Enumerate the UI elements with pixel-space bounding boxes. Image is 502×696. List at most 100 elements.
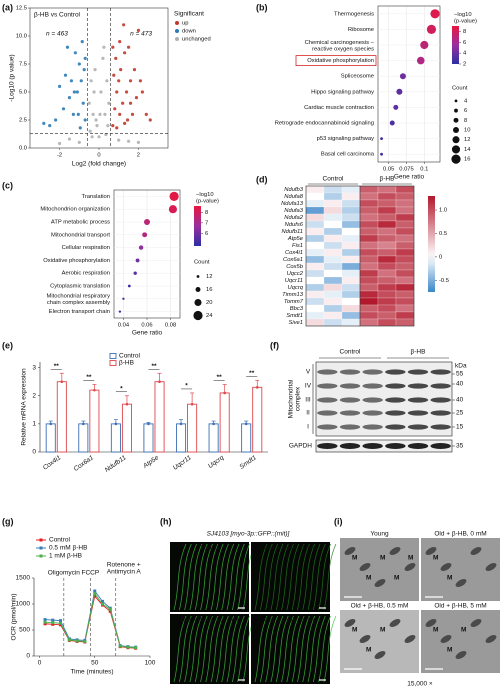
- image-label: Old + β-HB, 0 mM: [434, 531, 486, 538]
- heat-cell: [395, 227, 415, 236]
- heat-cell: [341, 290, 361, 299]
- bubble: [138, 245, 144, 250]
- category-label: Basal cell carcinoma: [321, 152, 375, 158]
- colorbar-tick-label: 6: [463, 40, 466, 46]
- row-label: Tomm7: [284, 299, 304, 305]
- heat-cell: [377, 220, 397, 229]
- point: [106, 124, 110, 128]
- row-label: Timm13: [282, 292, 304, 298]
- muscle-fiber: [226, 615, 240, 683]
- heat-cell: [395, 248, 415, 257]
- size-legend-title: Count: [452, 86, 468, 92]
- mean-dot: [82, 422, 85, 426]
- point: [112, 73, 116, 77]
- mean-dot: [179, 422, 183, 426]
- bubble: [426, 24, 437, 34]
- size-legend-label: 12: [206, 274, 212, 280]
- blot-band: [385, 383, 406, 389]
- blot-band: [430, 410, 451, 416]
- x-tick-label: 100: [145, 660, 156, 667]
- heat-cell: [395, 262, 415, 271]
- heat-cell: [377, 311, 397, 320]
- heat-cell: [377, 192, 397, 201]
- category-label: Electron transport chain: [49, 309, 110, 315]
- size-legend-label: 12: [464, 137, 470, 143]
- bar: [241, 423, 252, 453]
- category-label: Mitochondrial transport: [51, 232, 110, 238]
- size-legend-label: 24: [206, 313, 213, 319]
- category-label: Oxidative phosphorylation: [307, 58, 374, 64]
- heat-cell: [395, 185, 415, 194]
- muscle-fiber: [297, 543, 310, 611]
- blot-band: [339, 369, 361, 375]
- em-structure: [344, 547, 356, 555]
- muscle-fiber: [184, 615, 197, 683]
- heat-cell: [305, 185, 325, 194]
- heat-cell: [323, 192, 343, 201]
- muscle-fiber: [254, 615, 268, 683]
- category-label-line: chain complex assembly: [47, 300, 110, 306]
- point: [57, 84, 62, 88]
- muscle-fiber: [291, 543, 305, 611]
- colorbar-tick-label: 4: [463, 51, 467, 57]
- significance: **: [217, 374, 223, 381]
- bar: [110, 423, 121, 453]
- muscle-fiber: [286, 615, 300, 683]
- muscle-fiber: [189, 543, 203, 611]
- chart-title: β-HB vs Control: [34, 12, 81, 19]
- legend-label: 1 mM β-HB: [49, 553, 82, 560]
- muscle-fiber: [210, 543, 224, 611]
- em-structure: [425, 547, 437, 555]
- muscle-fiber: [200, 615, 213, 683]
- point: [92, 90, 96, 94]
- muscle-fiber: [216, 615, 229, 683]
- heat-cell: [395, 318, 415, 327]
- heat-cell: [323, 318, 343, 327]
- category-label: Aerobic respiration: [62, 271, 110, 277]
- heat-cell: [359, 199, 379, 208]
- heat-cell: [377, 318, 397, 327]
- plot-frame: [377, 5, 441, 163]
- annotation: n = 473: [130, 31, 152, 38]
- point: [121, 101, 125, 105]
- legend-marker: [39, 554, 43, 558]
- em-structure: [359, 563, 371, 571]
- heat-cell: [341, 318, 361, 327]
- muscle-fiber: [307, 543, 321, 611]
- muscle-fiber: [281, 543, 294, 611]
- mean-dot: [147, 422, 150, 426]
- blot-band: [339, 383, 361, 389]
- plot-frame: [29, 7, 169, 149]
- loading-band: [317, 443, 338, 449]
- mitochondria-marker: M: [433, 627, 438, 634]
- point: [118, 112, 122, 116]
- y-axis-label: Relative mRNA expression: [21, 368, 28, 446]
- blot-group-label: β-HB: [411, 349, 426, 356]
- x-tick-label: Atp5e: [141, 454, 160, 470]
- injection-label: Oligomycin: [48, 570, 81, 577]
- image-label: Old + β-HB, 5 mM: [264, 617, 316, 624]
- point: [130, 112, 135, 116]
- heat-cell: [341, 269, 361, 278]
- muscle-fiber: [297, 615, 310, 683]
- series-marker: [67, 638, 71, 642]
- loading-band: [385, 443, 406, 449]
- y-tick-label: 12.5: [16, 6, 27, 12]
- size-legend-label: 14: [464, 147, 471, 153]
- heat-cell: [359, 283, 379, 292]
- heat-cell: [341, 227, 361, 236]
- marker-label: 15: [456, 424, 464, 431]
- x-axis-label: Gene ratio: [394, 174, 425, 181]
- row-label: Cox6a1: [283, 257, 303, 263]
- complex-title-line: complex: [294, 386, 301, 411]
- heat-cell: [359, 276, 379, 285]
- point: [148, 118, 152, 122]
- muscle-fiber: [302, 615, 316, 683]
- muscle-fiber: [254, 543, 268, 611]
- point: [107, 101, 111, 105]
- heat-cell: [341, 248, 361, 257]
- row-label: Cox4i1: [285, 250, 303, 256]
- significance: **: [54, 363, 60, 370]
- heat-cell: [323, 304, 343, 313]
- heat-cell: [377, 185, 397, 194]
